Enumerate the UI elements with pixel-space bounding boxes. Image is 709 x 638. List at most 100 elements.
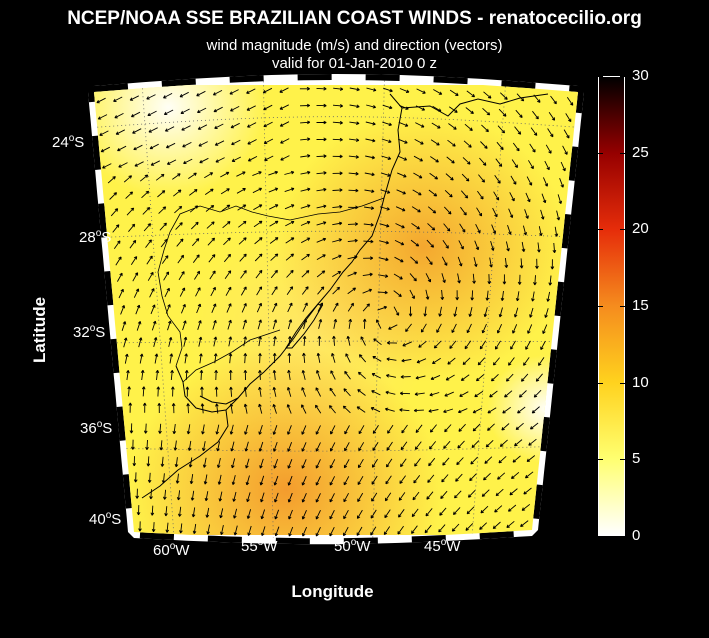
wind-vector xyxy=(287,459,293,469)
wind-vector xyxy=(464,340,472,350)
wind-vector xyxy=(356,406,366,413)
wind-vector xyxy=(385,475,392,485)
wind-vector xyxy=(172,424,177,435)
wind-vector xyxy=(214,140,225,146)
wind-vector xyxy=(533,389,542,398)
wind-vector xyxy=(429,392,440,397)
wind-vector xyxy=(371,475,378,485)
wind-vector xyxy=(240,286,247,296)
wind-vector xyxy=(287,475,293,486)
wind-vector xyxy=(510,471,520,480)
wind-vector xyxy=(516,93,525,102)
wind-vector xyxy=(129,239,137,249)
wind-vector xyxy=(411,508,419,518)
wind-vector xyxy=(513,307,519,318)
wind-vector xyxy=(284,204,295,210)
wind-vector xyxy=(300,170,311,175)
wind-vector xyxy=(426,491,434,500)
wind-vector xyxy=(460,374,470,381)
wind-vector xyxy=(520,373,529,382)
wind-vector xyxy=(198,336,203,347)
wind-vector xyxy=(189,189,198,196)
wind-vector xyxy=(432,357,441,365)
colorbar-tick-mark xyxy=(598,152,603,154)
wind-vector xyxy=(358,442,365,452)
wind-vector xyxy=(272,425,278,435)
wind-vector xyxy=(214,123,224,129)
wind-vector xyxy=(405,323,412,333)
wind-vector xyxy=(447,357,456,365)
wind-vector xyxy=(109,192,118,200)
wind-vector xyxy=(118,288,124,299)
wind-vector xyxy=(280,155,290,161)
wind-vector xyxy=(204,188,214,195)
wind-vector xyxy=(426,256,433,266)
wind-vector xyxy=(447,139,456,147)
wind-vector xyxy=(464,123,473,131)
wind-vector xyxy=(526,176,533,186)
colorbar-tick-mark xyxy=(620,536,625,537)
wind-vector xyxy=(158,206,167,214)
wind-vector xyxy=(510,175,517,185)
wind-vector xyxy=(443,223,451,232)
wind-vector xyxy=(344,370,351,380)
wind-vector xyxy=(460,206,467,216)
wind-vector xyxy=(372,441,379,451)
wind-vector xyxy=(358,425,365,435)
wind-vector xyxy=(499,439,508,447)
wind-vector xyxy=(135,488,139,499)
wind-vector xyxy=(527,324,533,334)
wind-vector xyxy=(160,238,168,248)
wind-vector xyxy=(182,141,192,148)
wind-vector xyxy=(485,439,494,448)
wind-vector xyxy=(500,290,505,301)
wind-vector xyxy=(548,275,553,286)
wind-vector xyxy=(444,189,453,198)
wind-vector xyxy=(274,526,280,537)
wind-vector xyxy=(258,403,263,414)
wind-vector xyxy=(284,187,295,193)
wind-vector xyxy=(357,458,364,469)
wind-vector xyxy=(483,472,491,481)
wind-vector xyxy=(123,175,133,183)
wind-vector xyxy=(214,386,219,397)
wind-vector xyxy=(400,458,407,468)
wind-vector xyxy=(127,386,131,397)
wind-vector xyxy=(301,387,307,397)
wind-vector xyxy=(149,489,153,500)
wind-vector xyxy=(270,269,278,279)
wind-vector xyxy=(150,160,161,166)
wind-vector xyxy=(401,424,408,434)
wind-vector xyxy=(190,221,199,230)
wind-vector xyxy=(413,475,421,484)
wind-vector xyxy=(396,189,406,195)
wind-vector xyxy=(231,458,236,469)
wind-vector xyxy=(220,525,224,535)
wind-vector xyxy=(523,487,532,495)
valid-time: valid for 01-Jan-2010 0 z xyxy=(271,55,438,72)
latitude-label: 24oS xyxy=(52,133,85,151)
wind-vector xyxy=(300,120,311,125)
wind-vector xyxy=(274,492,279,503)
wind-vector xyxy=(386,341,398,345)
wind-vector xyxy=(243,386,248,397)
wind-vector xyxy=(332,271,342,277)
wind-vector xyxy=(273,336,277,347)
wind-vector xyxy=(100,146,111,153)
wind-vector xyxy=(428,457,436,467)
wind-vector xyxy=(330,425,336,435)
wind-vector xyxy=(236,188,246,194)
wind-vector xyxy=(476,207,483,217)
wind-vector xyxy=(356,509,363,519)
wind-vector xyxy=(287,369,291,380)
wind-vector xyxy=(216,457,221,469)
wind-vector xyxy=(423,306,427,317)
wind-vector xyxy=(197,124,208,130)
wind-vector xyxy=(149,143,159,150)
wind-vector xyxy=(150,304,156,315)
wind-vector xyxy=(215,157,225,163)
wind-vector xyxy=(316,204,327,209)
wind-vector xyxy=(118,162,128,168)
wind-vector xyxy=(208,254,216,263)
wind-vector xyxy=(121,321,127,331)
